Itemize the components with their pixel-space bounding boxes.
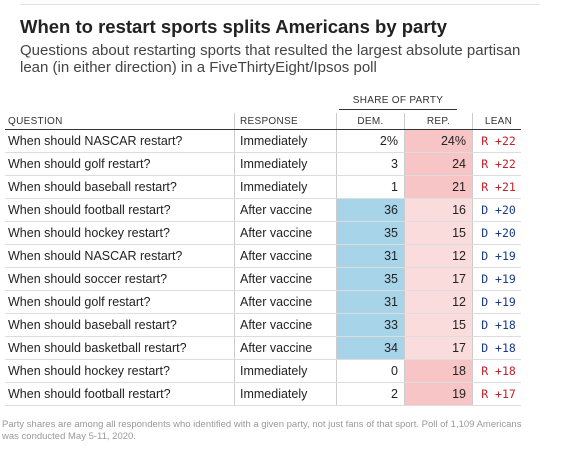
question-cell: When should football restart? — [5, 382, 235, 406]
lean-cell: D +19 — [472, 290, 521, 314]
dem-share-cell: 35 — [336, 221, 405, 245]
response-cell: After vaccine — [234, 290, 337, 314]
question-cell: When should NASCAR restart? — [5, 129, 235, 153]
lean-cell: D +20 — [472, 198, 521, 222]
response-cell: After vaccine — [234, 221, 337, 245]
dem-share-cell: 36 — [336, 198, 405, 222]
column-header-question: QUESTION — [5, 113, 235, 130]
table-row: When should football restart? Immediately… — [5, 382, 521, 406]
dem-share-cell: 3 — [336, 152, 405, 176]
rep-share-cell: 24% — [404, 129, 473, 153]
question-cell: When should soccer restart? — [5, 267, 235, 291]
table-row: When should NASCAR restart? Immediately 2%… — [5, 129, 521, 153]
column-header-lean: LEAN — [472, 113, 521, 130]
column-header-dem: DEM. — [336, 113, 405, 130]
response-cell: Immediately — [234, 152, 337, 176]
lean-cell: D +19 — [472, 244, 521, 268]
response-cell: After vaccine — [234, 313, 337, 337]
table-body: When should NASCAR restart? Immediately 2%… — [5, 129, 521, 406]
dem-share-cell: 31 — [336, 244, 405, 268]
dem-share-cell: 35 — [336, 267, 405, 291]
table-row: When should golf restart? After vaccine 31… — [5, 290, 521, 314]
response-cell: After vaccine — [234, 336, 337, 360]
lean-cell: R +22 — [472, 152, 521, 176]
question-cell: When should hockey restart? — [5, 221, 235, 245]
question-cell: When should hockey restart? — [5, 359, 235, 383]
table-row: When should basketball restart? After vac… — [5, 336, 521, 360]
dem-share-cell: 34 — [336, 336, 405, 360]
page-title: When to restart sports splits Americans … — [20, 16, 447, 37]
column-header-response: RESPONSE — [234, 113, 337, 130]
table-row: When should baseball restart? Immediately… — [5, 175, 521, 199]
rep-share-cell: 12 — [404, 244, 473, 268]
question-cell: When should basketball restart? — [5, 336, 235, 360]
lean-cell: R +22 — [472, 129, 521, 153]
rep-share-cell: 12 — [404, 290, 473, 314]
table-row: When should soccer restart? After vaccine… — [5, 267, 521, 291]
table-header-row: QUESTION RESPONSE DEM. REP. LEAN — [5, 113, 521, 130]
dem-share-cell: 33 — [336, 313, 405, 337]
rep-share-cell: 19 — [404, 382, 473, 406]
response-cell: Immediately — [234, 382, 337, 406]
rep-share-cell: 17 — [404, 267, 473, 291]
response-cell: Immediately — [234, 359, 337, 383]
rep-share-cell: 24 — [404, 152, 473, 176]
response-cell: After vaccine — [234, 244, 337, 268]
chart-container: When to restart sports splits Americans … — [20, 0, 540, 76]
lean-cell: D +18 — [472, 313, 521, 337]
dem-share-cell: 31 — [336, 290, 405, 314]
question-cell: When should baseball restart? — [5, 175, 235, 199]
rep-share-cell: 16 — [404, 198, 473, 222]
question-cell: When should football restart? — [5, 198, 235, 222]
question-cell: When should golf restart? — [5, 152, 235, 176]
lean-cell: R +21 — [472, 175, 521, 199]
dem-share-cell: 1 — [336, 175, 405, 199]
table-row: When should baseball restart? After vacci… — [5, 313, 521, 337]
lean-cell: D +18 — [472, 336, 521, 360]
rep-share-cell: 21 — [404, 175, 473, 199]
table-row: When should NASCAR restart? After vaccine… — [5, 244, 521, 268]
response-cell: After vaccine — [234, 198, 337, 222]
share-of-party-header: SHARE OF PARTY — [339, 95, 457, 110]
rep-share-cell: 17 — [404, 336, 473, 360]
response-cell: Immediately — [234, 129, 337, 153]
question-cell: When should golf restart? — [5, 290, 235, 314]
rep-share-cell: 15 — [404, 313, 473, 337]
column-header-rep: REP. — [404, 113, 473, 130]
top-rule — [20, 4, 540, 10]
dem-share-cell: 0 — [336, 359, 405, 383]
rep-share-cell: 18 — [404, 359, 473, 383]
rep-share-cell: 15 — [404, 221, 473, 245]
lean-cell: R +17 — [472, 382, 521, 406]
question-cell: When should NASCAR restart? — [5, 244, 235, 268]
table-row: When should hockey restart? After vaccine… — [5, 221, 521, 245]
question-cell: When should baseball restart? — [5, 313, 235, 337]
lean-cell: R +18 — [472, 359, 521, 383]
table-row: When should football restart? After vacci… — [5, 198, 521, 222]
dem-share-cell: 2 — [336, 382, 405, 406]
response-cell: Immediately — [234, 175, 337, 199]
page-subtitle: Questions about restarting sports that r… — [20, 42, 521, 76]
table-row: When should golf restart? Immediately 3 24 R… — [5, 152, 521, 176]
response-cell: After vaccine — [234, 267, 337, 291]
dem-share-cell: 2% — [336, 129, 405, 153]
lean-cell: D +19 — [472, 267, 521, 291]
footnote: Party shares are among all respondents w… — [2, 419, 522, 442]
results-table: QUESTION RESPONSE DEM. REP. LEAN When sh… — [5, 113, 521, 406]
table-row: When should hockey restart? Immediately 0 1… — [5, 359, 521, 383]
lean-cell: D +20 — [472, 221, 521, 245]
